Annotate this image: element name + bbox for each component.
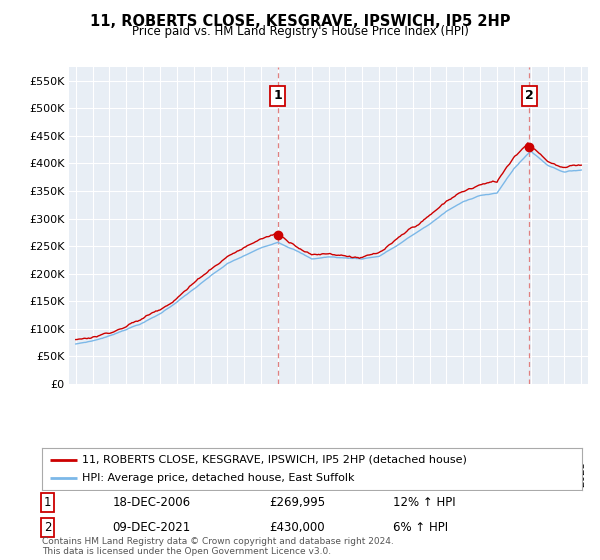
Text: Contains HM Land Registry data © Crown copyright and database right 2024.: Contains HM Land Registry data © Crown c…	[42, 538, 394, 547]
Text: 18-DEC-2006: 18-DEC-2006	[112, 496, 190, 508]
Text: 2: 2	[44, 521, 51, 534]
Text: 6% ↑ HPI: 6% ↑ HPI	[393, 521, 448, 534]
Text: Price paid vs. HM Land Registry's House Price Index (HPI): Price paid vs. HM Land Registry's House …	[131, 25, 469, 38]
Text: 09-DEC-2021: 09-DEC-2021	[112, 521, 190, 534]
Text: 12% ↑ HPI: 12% ↑ HPI	[393, 496, 455, 508]
Text: 1: 1	[274, 90, 283, 102]
Text: HPI: Average price, detached house, East Suffolk: HPI: Average price, detached house, East…	[83, 473, 355, 483]
Text: 11, ROBERTS CLOSE, KESGRAVE, IPSWICH, IP5 2HP (detached house): 11, ROBERTS CLOSE, KESGRAVE, IPSWICH, IP…	[83, 455, 467, 465]
Text: 1: 1	[44, 496, 51, 508]
Text: This data is licensed under the Open Government Licence v3.0.: This data is licensed under the Open Gov…	[42, 548, 331, 557]
Text: £430,000: £430,000	[269, 521, 325, 534]
Text: 11, ROBERTS CLOSE, KESGRAVE, IPSWICH, IP5 2HP: 11, ROBERTS CLOSE, KESGRAVE, IPSWICH, IP…	[90, 14, 510, 29]
Text: £269,995: £269,995	[269, 496, 325, 508]
Text: 2: 2	[525, 90, 534, 102]
